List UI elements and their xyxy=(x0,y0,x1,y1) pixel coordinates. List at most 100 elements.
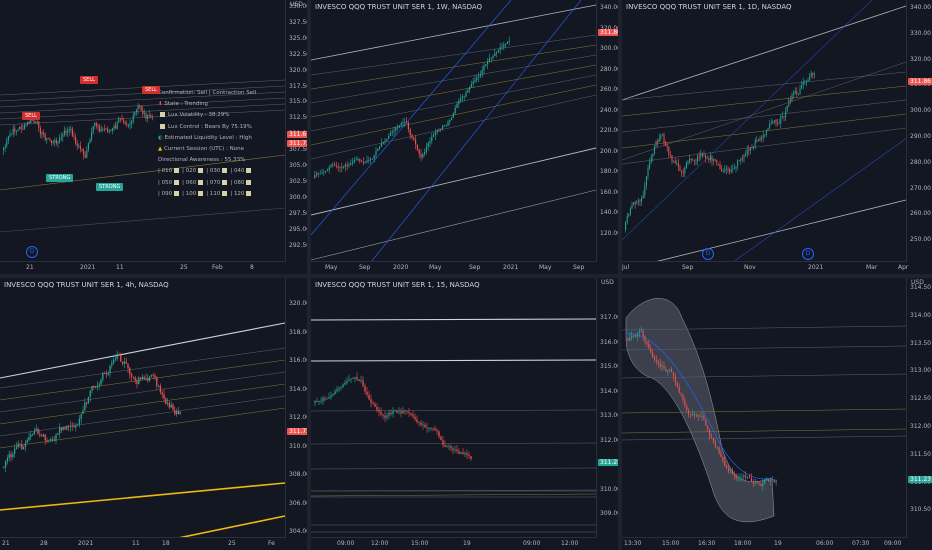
candle xyxy=(450,446,452,449)
chart-panel-4[interactable]: INVESCO QQQ TRUST UNIT SER 1, 4h, NASDAQ… xyxy=(0,278,307,550)
candle xyxy=(24,443,27,448)
fib-line xyxy=(0,371,286,413)
time-axis-3[interactable]: Jul Sep Nov 2021 Mar Apr xyxy=(622,261,908,274)
candle xyxy=(690,158,692,160)
candle xyxy=(344,164,346,167)
candle xyxy=(148,115,150,116)
time-axis-4[interactable]: 21 28 2021 11 18 25 Fe xyxy=(0,537,285,550)
candle xyxy=(642,330,644,336)
data-window-icon[interactable]: D xyxy=(702,248,714,260)
candle xyxy=(628,214,630,217)
candle xyxy=(107,373,109,375)
candle xyxy=(350,163,352,165)
candle xyxy=(19,126,21,130)
candle xyxy=(440,436,442,441)
candle xyxy=(4,461,7,468)
price-tick: 300.00 xyxy=(910,107,931,115)
price-axis-2[interactable]: 340.00 320.00 300.00 280.00 260.00 240.00 220.… xyxy=(596,0,618,262)
price-tick: 312.50 xyxy=(910,395,931,403)
time-axis-1[interactable]: 21 2021 11 25 Feb 8 xyxy=(0,261,285,274)
candle xyxy=(71,128,73,137)
data-window-icon[interactable]: D xyxy=(802,248,814,260)
time-tick: 21 xyxy=(26,264,34,271)
candle xyxy=(334,164,336,166)
candle xyxy=(770,123,772,125)
candle xyxy=(94,122,96,126)
time-axis-6[interactable]: 13:30 15:00 16:30 18:00 19 06:00 07:30 09:00 xyxy=(622,537,906,550)
chart-canvas-4[interactable] xyxy=(0,278,307,550)
chart-panel-6[interactable]: USD 314.50 314.00 313.50 313.00 312.50 312.00 3… xyxy=(622,278,932,550)
candle xyxy=(66,426,68,430)
candle xyxy=(802,82,804,86)
price-tick: 320.00 xyxy=(600,24,618,32)
candle xyxy=(123,361,126,364)
candle xyxy=(463,96,465,98)
candle xyxy=(334,391,336,395)
sell-signal-label: SELL xyxy=(142,86,160,94)
candle xyxy=(316,173,318,176)
chart-canvas-5[interactable] xyxy=(311,278,618,550)
candle xyxy=(374,403,376,407)
candle xyxy=(674,376,676,383)
candle xyxy=(705,155,707,159)
channel-line xyxy=(622,61,907,161)
candle xyxy=(395,127,397,131)
price-axis-4[interactable]: 320.00 318.00 316.00 314.00 312.00 310.00 308.… xyxy=(285,278,307,538)
candle xyxy=(19,443,21,445)
time-tick: 16:30 xyxy=(698,540,716,547)
candle xyxy=(350,378,352,380)
price-axis-3[interactable]: 340.00330.00320.00310.00300.00290.00280.… xyxy=(906,0,932,262)
candle xyxy=(129,123,131,125)
candle xyxy=(652,352,654,357)
candle xyxy=(641,198,643,202)
time-axis-2[interactable]: May Sep 2020 May Sep 2021 May Sep xyxy=(311,261,596,274)
candle xyxy=(76,143,78,146)
chart-canvas-1[interactable] xyxy=(0,0,307,274)
level-line xyxy=(622,408,907,414)
candle xyxy=(676,382,678,387)
candle xyxy=(127,124,129,126)
candle xyxy=(384,140,386,142)
chart-panel-3[interactable]: INVESCO QQQ TRUST UNIT SER 1, 1D, NASDAQ… xyxy=(622,0,932,274)
price-axis-5[interactable]: USD 317.00 316.00 315.00 314.00 313.00 312.00 3… xyxy=(596,278,618,538)
price-tick: 310.00 xyxy=(600,485,618,493)
candle xyxy=(452,113,454,118)
chart-panel-5[interactable]: INVESCO QQQ TRUST UNIT SER 1, 15, NASDAQ… xyxy=(311,278,618,550)
info-line-state: ⬇ State : Trending xyxy=(158,101,208,108)
time-axis-5[interactable]: 09:00 12:00 15:00 19 09:00 12:00 xyxy=(311,537,596,550)
fib-line xyxy=(0,347,286,389)
candle xyxy=(737,160,739,167)
candle xyxy=(418,422,420,423)
candle xyxy=(788,100,790,107)
candle xyxy=(67,426,70,427)
data-window-icon[interactable]: D xyxy=(26,246,38,258)
candle xyxy=(746,149,748,155)
chart-canvas-2[interactable] xyxy=(311,0,618,274)
chart-panel-1[interactable]: Confirmation: Sell | Contraction Sell ⬇ … xyxy=(0,0,307,274)
candle xyxy=(645,176,647,186)
candle xyxy=(462,452,464,455)
candle xyxy=(388,412,390,416)
candle xyxy=(684,167,686,174)
candle xyxy=(360,380,362,382)
price-axis-6[interactable]: USD 314.50 314.00 313.50 313.00 312.50 312.00 3… xyxy=(906,278,932,538)
candle xyxy=(693,160,695,162)
candle xyxy=(35,122,37,124)
candle xyxy=(382,141,384,144)
price-tick: 292.50 xyxy=(289,241,307,249)
candle xyxy=(364,162,366,164)
candle xyxy=(429,140,431,144)
fib-line xyxy=(622,71,907,101)
candle xyxy=(780,116,782,124)
chart-canvas-3[interactable] xyxy=(622,0,932,274)
price-tick: 327.50 xyxy=(289,18,307,26)
candle xyxy=(393,130,395,132)
chart-canvas-6[interactable] xyxy=(622,278,932,550)
candle xyxy=(676,163,678,165)
strong-signal-label: STRONG xyxy=(96,183,124,191)
sell-signal-label: SELL xyxy=(80,76,98,84)
price-tick: 314.00 xyxy=(289,385,307,393)
price-tick: 312.00 xyxy=(910,423,931,430)
chart-panel-2[interactable]: INVESCO QQQ TRUST UNIT SER 1, 1W, NASDAQ… xyxy=(311,0,618,274)
